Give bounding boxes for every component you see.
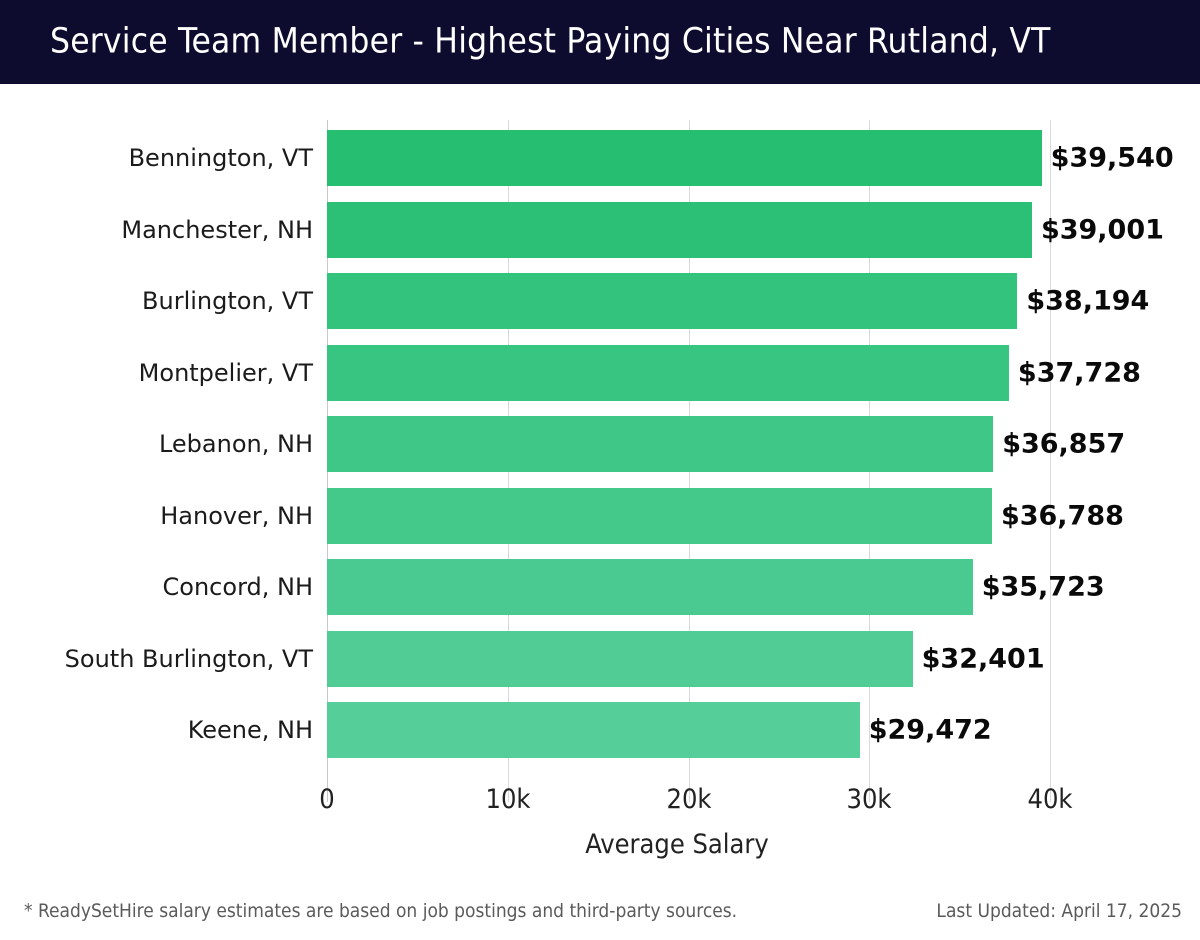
- bar[interactable]: [327, 702, 860, 758]
- gridline-40k: [1050, 120, 1051, 802]
- x-tick-label-40k: 40k: [1027, 784, 1073, 815]
- bar-value-label: $37,728: [1017, 357, 1141, 388]
- bar[interactable]: [327, 559, 973, 615]
- bar-value-label: $36,788: [1000, 500, 1124, 531]
- page-title: Service Team Member - Highest Paying Cit…: [50, 21, 1051, 62]
- chart-plot-area: 0 10k 20k 30k 40k Bennington, VT $39,540 Manch…: [0, 84, 1200, 864]
- x-tick-label-20k: 20k: [666, 784, 712, 815]
- bar[interactable]: [327, 130, 1042, 186]
- x-tick-label-10k: 10k: [485, 784, 531, 815]
- bar-value-label: $35,723: [981, 571, 1105, 603]
- bar-row: Concord, NH $35,723: [0, 559, 1200, 615]
- bar-category-label: Burlington, VT: [142, 287, 313, 315]
- bar[interactable]: [327, 344, 1009, 401]
- bar-category-label: Hanover, NH: [160, 501, 313, 530]
- footer-bar: * ReadySetHire salary estimates are base…: [0, 884, 1200, 940]
- bar-row: Montpelier, VT $37,728: [0, 344, 1200, 401]
- bar-value-label: $38,194: [1026, 285, 1150, 317]
- bar-row: Keene, NH $29,472: [0, 702, 1200, 758]
- bar-row: Manchester, NH $39,001: [0, 201, 1200, 258]
- bar-category-label: Manchester, NH: [121, 215, 313, 244]
- bar-row: Hanover, NH $36,788: [0, 487, 1200, 544]
- x-tick-label-30k: 30k: [846, 784, 892, 815]
- bar-row: Lebanon, NH $36,857: [0, 416, 1200, 472]
- header-bar: Service Team Member - Highest Paying Cit…: [0, 0, 1200, 84]
- bar-value-label: $39,001: [1040, 214, 1164, 245]
- x-axis-title-label: Average Salary: [585, 829, 769, 860]
- bar-value-label: $39,540: [1050, 142, 1174, 174]
- bar[interactable]: [327, 201, 1032, 258]
- footer-last-updated: Last Updated: April 17, 2025: [936, 900, 1182, 922]
- bar-category-label: Keene, NH: [187, 716, 313, 744]
- bar-category-label: Concord, NH: [162, 573, 313, 601]
- bar-row: Burlington, VT $38,194: [0, 273, 1200, 329]
- bar-value-label: $36,857: [1002, 428, 1126, 460]
- x-axis-title: Average Salary: [0, 829, 1200, 860]
- bar-value-label: $32,401: [921, 643, 1045, 674]
- bar-row: South Burlington, VT $32,401: [0, 630, 1200, 687]
- bar[interactable]: [327, 487, 992, 544]
- bar-row: Bennington, VT $39,540: [0, 130, 1200, 186]
- bar-value-label: $29,472: [868, 714, 992, 746]
- bar-category-label: South Burlington, VT: [64, 644, 313, 673]
- bar-category-label: Lebanon, NH: [158, 430, 313, 458]
- x-tick-label-0: 0: [319, 784, 335, 815]
- bar-category-label: Bennington, VT: [128, 144, 313, 172]
- bar[interactable]: [327, 630, 913, 687]
- bar-category-label: Montpelier, VT: [138, 358, 313, 387]
- bar[interactable]: [327, 416, 994, 472]
- bar[interactable]: [327, 273, 1018, 329]
- footer-disclaimer: * ReadySetHire salary estimates are base…: [24, 900, 738, 922]
